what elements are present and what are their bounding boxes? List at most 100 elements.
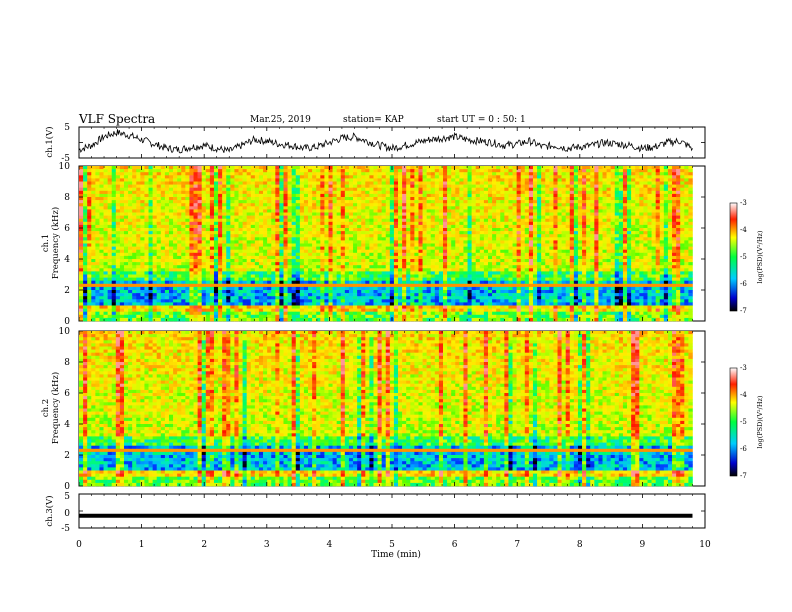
spectrogram-cell xyxy=(107,249,113,254)
spectrogram-cell xyxy=(492,172,497,176)
spectrogram-cell xyxy=(258,193,264,198)
spectrogram-cell xyxy=(111,166,117,170)
spectrogram-cell xyxy=(213,228,219,232)
spectrogram-cell xyxy=(594,169,599,173)
spectrogram-cell xyxy=(451,224,456,229)
spectrogram-cell xyxy=(320,255,325,260)
spectrogram-cell xyxy=(91,212,96,216)
spectrogram-cell xyxy=(115,221,121,226)
spectrogram-cell xyxy=(684,181,689,185)
spectrogram-cell xyxy=(492,224,497,229)
spectrogram-cell xyxy=(590,224,595,229)
spectrogram-cell xyxy=(336,209,342,213)
spectrogram-cell xyxy=(238,209,243,213)
spectrogram-cell xyxy=(263,252,268,257)
spectrogram-cell xyxy=(663,237,669,241)
spectrogram-cell xyxy=(406,265,411,269)
spectrogram-cell xyxy=(189,181,194,185)
spectrogram-cell xyxy=(357,166,362,170)
spectrogram-cell xyxy=(197,255,202,260)
spectrogram-cell xyxy=(426,190,432,195)
spectrogram-cell xyxy=(651,215,656,219)
spectrogram-cell xyxy=(218,181,223,185)
spectrogram-cell xyxy=(541,237,546,241)
spectrogram-cell xyxy=(524,237,530,241)
spectrogram-cell xyxy=(95,221,100,226)
spectrogram-cell xyxy=(463,181,468,185)
spectrogram-cell xyxy=(365,166,370,170)
spectrogram-cell xyxy=(430,175,436,179)
spectrogram-cell xyxy=(492,240,497,244)
spectrogram-cell xyxy=(193,259,198,263)
spectrogram-cell xyxy=(152,243,158,247)
spectrogram-cell xyxy=(545,181,550,185)
spectrogram-cell xyxy=(402,231,407,235)
spectrogram-cell xyxy=(532,197,538,201)
spectrogram-cell xyxy=(381,172,387,176)
spectrogram-cell xyxy=(393,231,399,235)
spectrogram-cell xyxy=(602,212,607,216)
spectrogram-cell xyxy=(111,169,117,173)
spectrogram-cell xyxy=(622,246,628,250)
spectrogram-cell xyxy=(128,187,133,192)
spectrogram-cell xyxy=(295,178,301,182)
spectrogram-cell xyxy=(193,175,198,179)
spectrogram-cell xyxy=(647,172,652,176)
spectrogram-cell xyxy=(271,178,276,182)
spectrogram-cell xyxy=(303,197,309,201)
spectrogram-cell xyxy=(565,255,571,260)
spectrogram-cell xyxy=(287,249,292,254)
spectrogram-cell xyxy=(398,215,403,219)
spectrogram-cell xyxy=(353,259,358,263)
spectrogram-cell xyxy=(496,218,501,223)
spectrogram-cell xyxy=(250,206,256,210)
spectrogram-cell xyxy=(263,215,268,219)
spectrogram-cell xyxy=(254,172,260,176)
spectrogram-cell xyxy=(443,249,448,254)
spectrogram-cell xyxy=(553,228,558,232)
spectrogram-cell xyxy=(295,187,301,192)
spectrogram-cell xyxy=(398,259,403,263)
spectrogram-cell xyxy=(209,218,215,223)
spectrogram-cell xyxy=(561,215,566,219)
spectrogram-cell xyxy=(447,237,452,241)
spectrogram-cell xyxy=(287,218,292,223)
spectrogram-cell xyxy=(430,209,436,213)
spectrogram-cell xyxy=(128,234,133,238)
spectrogram-cell xyxy=(103,259,108,263)
spectrogram-cell xyxy=(160,178,166,182)
spectrogram-cell xyxy=(160,265,166,269)
spectrogram-cell xyxy=(79,221,84,226)
spectrogram-cell xyxy=(132,172,137,176)
spectrogram-cell xyxy=(508,218,513,223)
spectrogram-cell xyxy=(283,197,288,201)
spectrogram-cell xyxy=(136,249,141,254)
spectrogram-cell xyxy=(475,172,481,176)
spectrogram-cell xyxy=(393,249,399,254)
spectrogram-cell xyxy=(573,193,579,198)
spectrogram-cell xyxy=(647,243,652,247)
spectrogram-cell xyxy=(389,212,395,216)
spectrogram-cell xyxy=(532,200,538,204)
spectrogram-cell xyxy=(234,215,239,219)
spectrogram-cell xyxy=(177,252,182,257)
spectrogram-cell xyxy=(291,224,297,229)
spectrogram-cell xyxy=(336,172,342,176)
spectrogram-cell xyxy=(406,169,411,173)
spectrogram-cell xyxy=(524,231,530,235)
spectrogram-cell xyxy=(463,215,468,219)
spectrogram-cell xyxy=(336,197,342,201)
spectrogram-cell xyxy=(643,231,648,235)
spectrogram-cell xyxy=(361,212,366,216)
spectrogram-cell xyxy=(164,243,170,247)
spectrogram-cell xyxy=(684,187,689,192)
spectrogram-cell xyxy=(369,212,374,216)
spectrogram-cell xyxy=(438,252,444,257)
spectrogram-cell xyxy=(234,184,239,188)
spectrogram-cell xyxy=(463,169,468,173)
spectrogram-cell xyxy=(234,234,239,238)
spectrogram-cell xyxy=(181,172,186,176)
spectrogram-cell xyxy=(406,252,411,257)
spectrogram-cell xyxy=(185,187,190,192)
spectrogram-cell xyxy=(189,212,194,216)
